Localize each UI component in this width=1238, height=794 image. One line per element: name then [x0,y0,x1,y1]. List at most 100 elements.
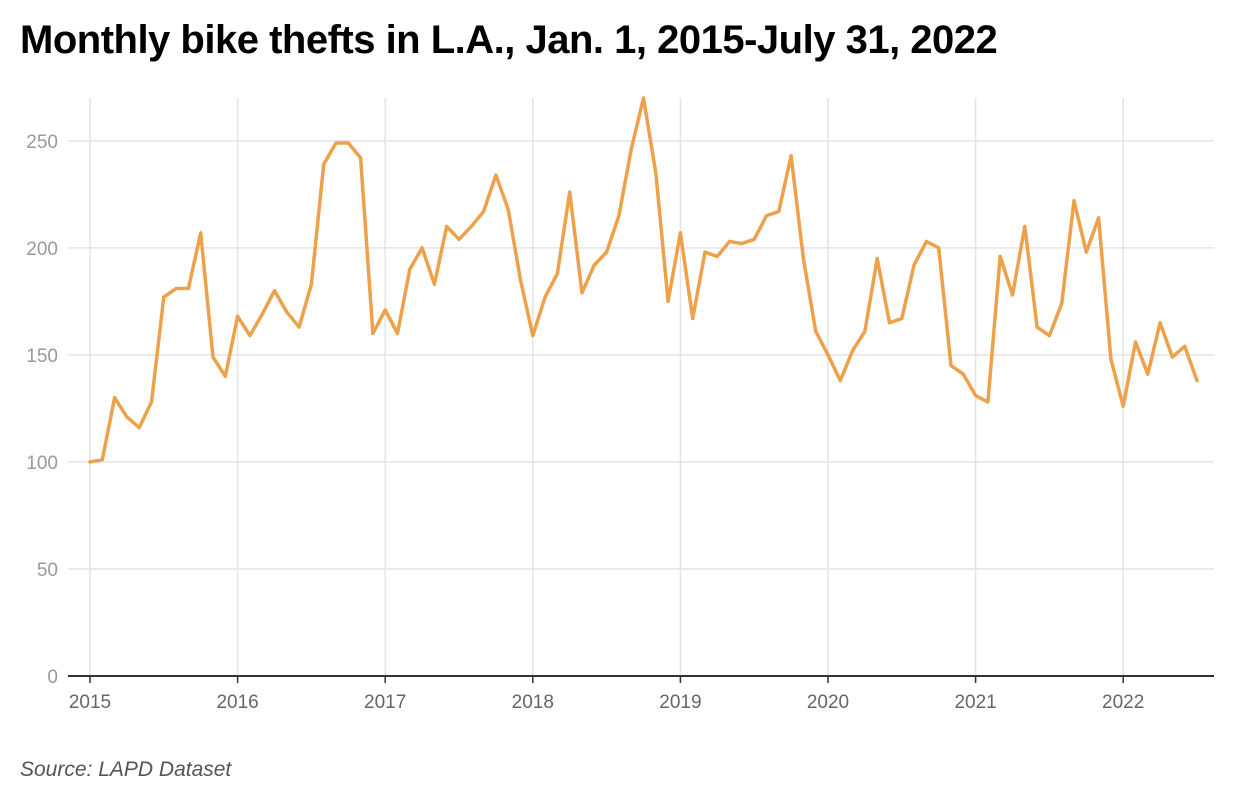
y-tick-label: 0 [47,667,58,688]
data-point [592,263,596,267]
data-point [605,250,609,254]
data-point [432,282,436,286]
data-point [678,231,683,235]
data-point [309,282,313,286]
data-point [1133,340,1138,344]
x-tick-label: 2018 [512,692,554,713]
source-note: Source: LAPD Dataset [20,758,232,781]
x-tick-label: 2019 [659,692,701,713]
data-point [974,393,978,398]
data-point [88,460,92,464]
data-point [543,295,547,299]
data-point [912,263,916,267]
y-axis-ticks: 0 50 100 150 200 250 [26,132,58,688]
data-point [1158,321,1162,325]
data-point [703,250,707,254]
y-tick-label: 250 [26,132,58,153]
data-point [1072,199,1076,203]
data-point [863,329,867,333]
data-point [199,231,203,235]
data-point [789,154,793,158]
data-point [1060,301,1064,306]
data-point [900,316,904,321]
data-point [334,141,338,145]
data-point [629,147,633,151]
data-point [1084,250,1088,254]
data-point [1035,325,1039,329]
data-point [494,173,498,177]
data-point [875,256,879,261]
data-point [851,349,855,353]
y-tick-label: 100 [26,453,58,474]
data-point [826,353,830,357]
data-point [531,334,535,338]
series-group [88,96,1199,464]
data-point [457,237,461,241]
x-tick-label: 2015 [69,692,111,713]
data-point [666,299,670,303]
data-point [715,254,719,259]
data-point [986,400,990,404]
y-tick-label: 150 [26,346,58,367]
data-point [801,256,806,261]
data-point [654,171,658,175]
data-point [248,334,252,338]
x-tick-label: 2021 [954,692,996,713]
data-point [137,426,141,430]
data-point [518,278,523,282]
data-point [322,162,326,166]
data-point [1109,357,1113,361]
data-point [100,458,104,462]
data-point [445,224,449,229]
data-point [1183,344,1187,348]
data-point [617,214,621,218]
data-point [395,331,400,336]
data-point [814,329,818,333]
data-point [174,286,178,291]
data-point [1047,334,1051,338]
data-point [211,355,215,359]
data-point [641,96,646,100]
data-point [346,141,350,145]
data-point [113,396,117,400]
data-point [272,289,277,293]
data-point [838,378,842,383]
data-point [1170,355,1174,359]
data-point [506,207,510,211]
data-point [887,321,892,325]
data-point [186,286,190,291]
x-tick-label: 2022 [1102,692,1144,713]
data-point [777,209,781,214]
data-point [1097,216,1101,220]
data-point [728,239,732,244]
data-point [1195,378,1199,383]
data-point [1023,224,1027,229]
data-point [125,415,129,419]
data-point [297,325,301,329]
data-point [469,224,473,229]
data-point [482,209,486,214]
data-point [260,312,264,316]
x-tick-label: 2016 [216,692,258,713]
chart-title: Monthly bike thefts in L.A., Jan. 1, 201… [20,18,998,62]
data-point [223,374,227,378]
data-point [740,241,744,246]
data-point [236,314,240,318]
data-point [383,308,387,312]
data-point [1010,293,1015,297]
x-tick-label: 2017 [364,692,406,713]
x-axis-ticks: 2015 2016 2017 2018 2019 2020 2021 2022 [69,676,1144,713]
data-point [285,310,289,314]
y-tick-label: 200 [26,239,58,260]
data-point [420,246,424,250]
data-point [371,331,375,336]
y-tick-label: 50 [37,560,58,581]
data-point [408,267,412,271]
data-point [568,190,572,194]
gridlines [68,98,1214,682]
data-point [580,291,584,295]
data-point [937,246,941,250]
data-point [691,316,695,321]
series-line [88,96,1199,464]
